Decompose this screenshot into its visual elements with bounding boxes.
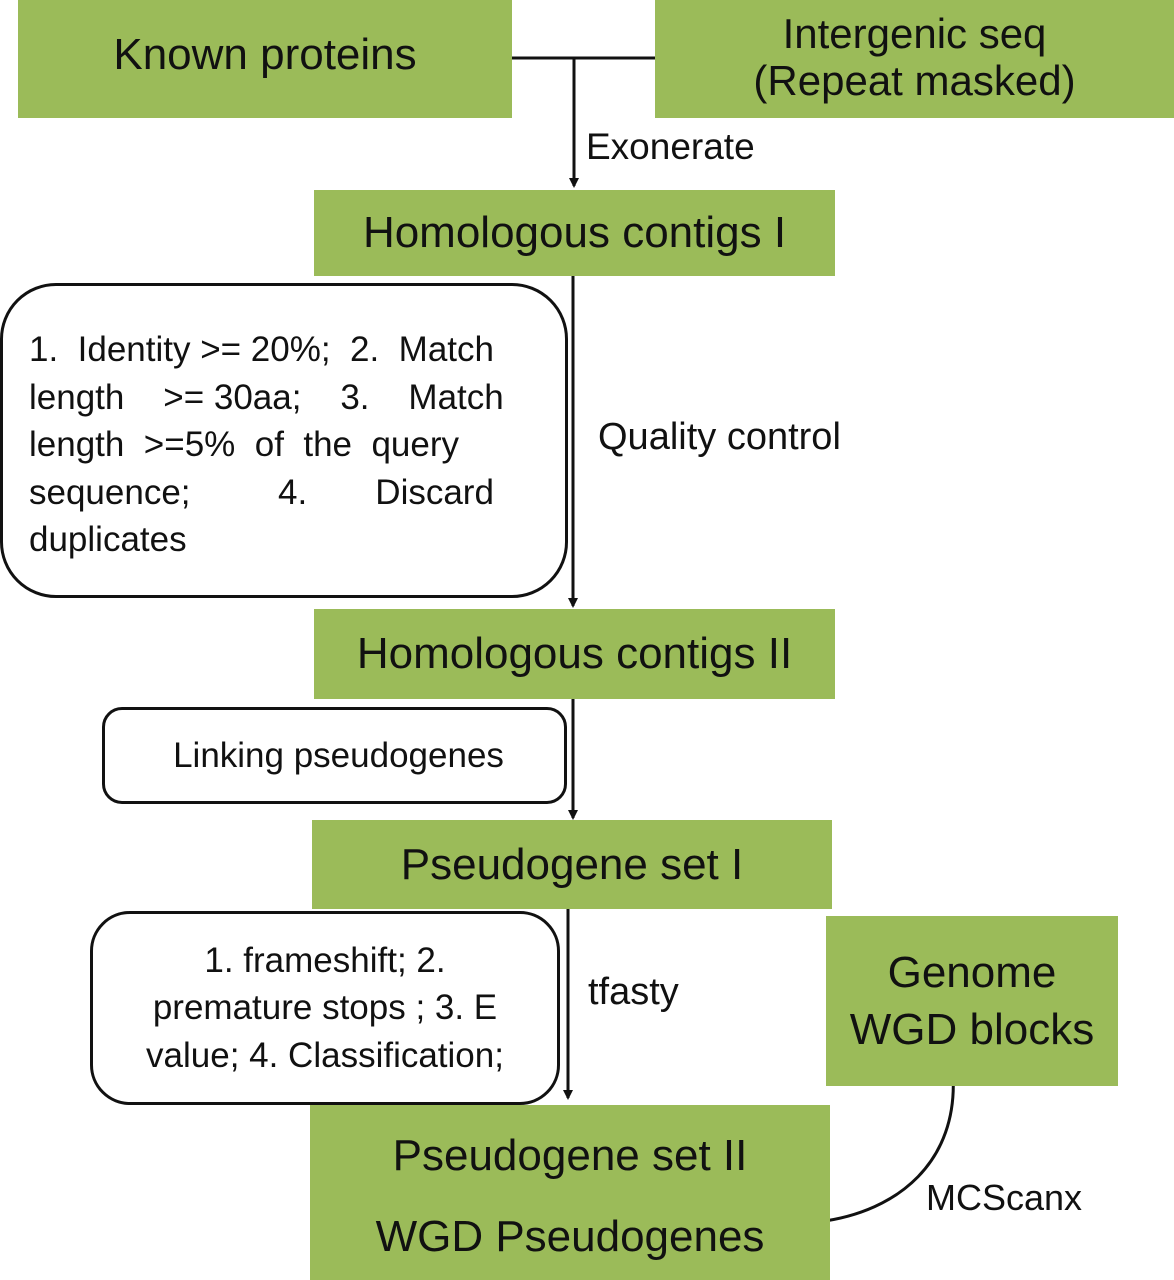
wgd-pseudogenes-label: WGD Pseudogenes <box>375 1212 765 1262</box>
tfasty-criteria-line-2: premature stops ; 3. E <box>152 988 498 1028</box>
quality-criteria-line-5: duplicates <box>29 520 187 559</box>
pseudogene-set-1-label: Pseudogene set I <box>400 839 744 889</box>
homologous-contigs-2-node: Homologous contigs II <box>314 609 835 699</box>
pseudogene-set-1-node: Pseudogene set I <box>312 820 832 909</box>
quality-criteria-line-2: length >= 30aa; 3. Match <box>29 377 504 417</box>
intergenic-seq-label: Intergenic seq <box>782 9 1047 57</box>
tfasty-criteria-line-1: 1. frameshift; 2. <box>204 940 446 980</box>
arrow-mcscanx <box>816 1074 955 1226</box>
known-proteins-label: Known proteins <box>113 30 417 80</box>
quality-criteria-line-3: length >=5% of the query <box>29 425 460 464</box>
wgd-blocks-label: WGD blocks <box>849 1005 1095 1054</box>
known-proteins-node: Known proteins <box>18 0 512 118</box>
homologous-contigs-1-node: Homologous contigs I <box>314 190 835 276</box>
quality-criteria-line-4: sequence; 4. Discard <box>29 472 494 512</box>
mcscanx-label: MCScanx <box>926 1177 1083 1218</box>
genome-wgd-blocks-node: Genome WGD blocks <box>826 916 1118 1086</box>
quality-control-label: Quality control <box>598 416 841 458</box>
linking-pseudogenes-box: Linking pseudogenes <box>102 707 567 804</box>
linking-pseudogenes-label: Linking pseudogenes <box>173 735 504 775</box>
tfasty-label: tfasty <box>588 971 679 1013</box>
quality-criteria-box: 1. Identity >= 20%; 2. Match length >= 3… <box>0 283 568 598</box>
tfasty-criteria-box: 1. frameshift; 2. premature stops ; 3. E… <box>90 911 560 1105</box>
homologous-contigs-1-label: Homologous contigs I <box>362 208 787 258</box>
pseudogene-set-2-node: Pseudogene set II WGD Pseudogenes <box>310 1105 830 1280</box>
genome-label: Genome <box>887 947 1057 997</box>
homologous-contigs-2-label: Homologous contigs II <box>356 629 793 679</box>
pseudogene-set-2-label: Pseudogene set II <box>392 1131 748 1180</box>
intergenic-seq-node: Intergenic seq (Repeat masked) <box>655 0 1174 118</box>
exonerate-label: Exonerate <box>586 126 755 167</box>
quality-criteria-line-1: 1. Identity >= 20%; 2. Match <box>29 330 494 369</box>
tfasty-criteria-line-3: value; 4. Classification; <box>146 1035 504 1075</box>
repeat-masked-label: (Repeat masked) <box>753 57 1076 104</box>
